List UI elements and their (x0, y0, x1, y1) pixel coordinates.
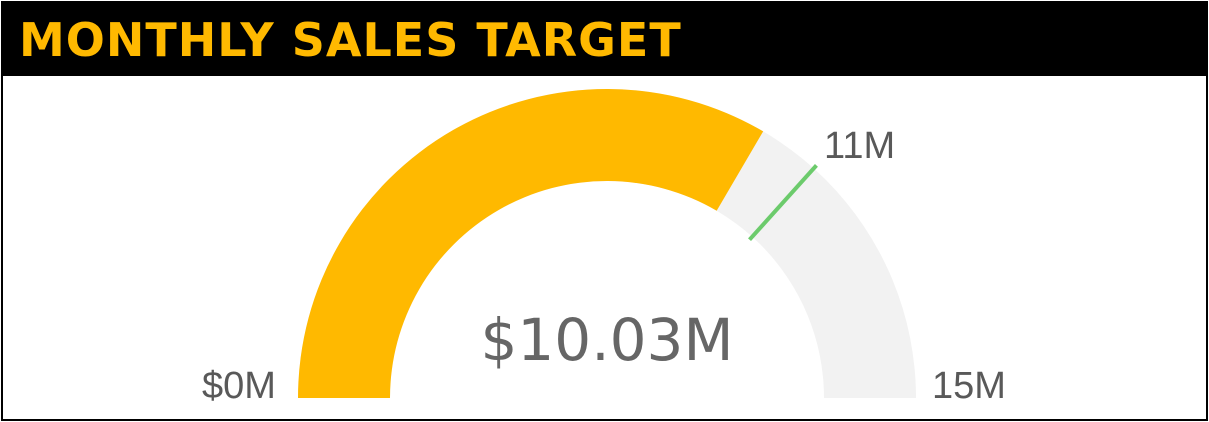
gauge-fill-arc (298, 88, 764, 399)
card-title: MONTHLY SALES TARGET (19, 13, 682, 67)
card-header: MONTHLY SALES TARGET (3, 3, 1206, 76)
gauge-target-marker (748, 164, 818, 242)
gauge-target-label: 11M (824, 125, 895, 167)
gauge-max-label: 15M (932, 365, 1006, 407)
gauge-value-label: $10.03M (481, 306, 734, 374)
gauge-min-label: $0M (202, 365, 276, 407)
